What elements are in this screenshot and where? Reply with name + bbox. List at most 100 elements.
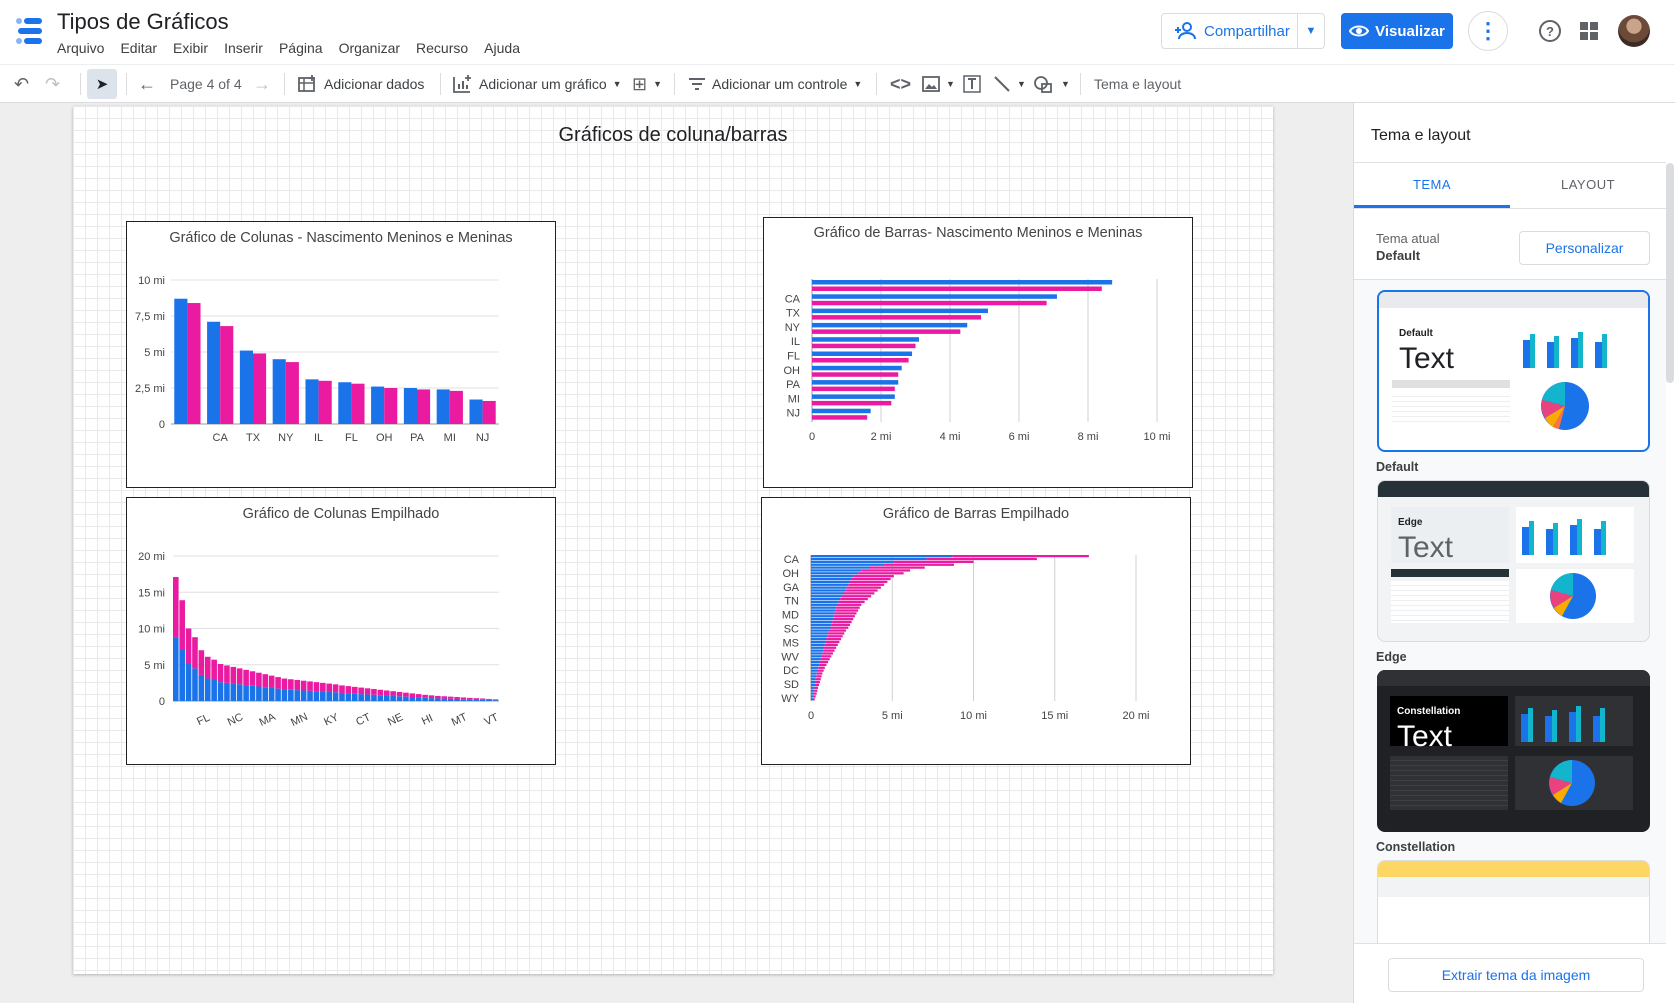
y-tick-label: SC (784, 624, 799, 636)
line-icon[interactable]: ▼ (993, 65, 1026, 103)
report-title[interactable]: Tipos de Gráficos (57, 9, 229, 34)
redo-icon[interactable]: ↷ (45, 73, 61, 94)
panel-scrollbar[interactable] (1666, 163, 1674, 383)
share-dropdown-icon[interactable]: ▼ (1305, 25, 1317, 37)
bar (173, 637, 179, 701)
theme-pie-preview-icon (1550, 573, 1596, 619)
panel-tabs: TEMA LAYOUT (1354, 162, 1666, 209)
bar (281, 689, 288, 701)
bar (390, 695, 396, 701)
bar (262, 674, 269, 688)
shape-icon[interactable]: ▼ (1033, 65, 1070, 103)
bar (300, 680, 307, 691)
theme-card-default[interactable]: Default Text (1377, 290, 1650, 452)
page-indicator[interactable]: Page 4 of 4 (170, 76, 242, 92)
y-tick-label: NJ (787, 408, 800, 420)
bar (224, 665, 230, 683)
menu-pagina[interactable]: Página (278, 40, 323, 56)
stacked-column-chart[interactable]: Gráfico de Colunas Empilhado 0 5 mi 10 mi 1… (126, 497, 556, 765)
bar (811, 632, 829, 635)
data-studio-logo-icon[interactable] (14, 16, 44, 46)
filter-icon (689, 78, 705, 90)
tab-tema[interactable]: TEMA (1354, 163, 1510, 208)
bar (812, 337, 919, 342)
chart-title: Gráfico de Barras Empilhado (882, 506, 1070, 522)
help-icon[interactable]: ? (1539, 20, 1561, 42)
theme-card-partial[interactable] (1377, 860, 1650, 959)
bar (811, 597, 841, 601)
menu-recurso[interactable]: Recurso (416, 40, 469, 56)
select-pointer-icon[interactable]: ➤ (87, 69, 117, 99)
bar (179, 600, 185, 650)
undo-icon[interactable]: ↶ (14, 73, 30, 94)
y-tick-label: TN (784, 596, 799, 608)
menu-arquivo[interactable]: Arquivo (57, 40, 105, 56)
page-title[interactable]: Gráficos de coluna/barras (558, 124, 788, 146)
tab-layout[interactable]: LAYOUT (1560, 177, 1616, 192)
bar (294, 690, 301, 701)
stacked-bar-chart[interactable]: Gráfico de Barras Empilhado 0 5 mi 10 mi 15… (761, 497, 1191, 765)
bar (307, 681, 313, 691)
share-button[interactable]: Compartilhar ▼ (1161, 13, 1325, 49)
bar (843, 592, 875, 595)
theme-bar-preview-icon (1522, 519, 1606, 555)
bar (454, 698, 460, 701)
theme-name-constellation: Constellation (1376, 840, 1456, 854)
bar (811, 575, 854, 578)
customize-button[interactable]: Personalizar (1519, 231, 1650, 265)
bar (469, 399, 483, 424)
bar (332, 692, 339, 701)
community-visualizations-icon[interactable]: ⊞ ▼ (632, 73, 663, 94)
menu-organizar[interactable]: Organizar (338, 40, 401, 56)
bar (811, 638, 827, 641)
bar (811, 660, 820, 664)
bar (339, 693, 345, 701)
avatar[interactable] (1618, 15, 1650, 47)
bar (479, 698, 486, 700)
bar (313, 691, 320, 701)
y-tick-label: NY (785, 322, 801, 334)
add-control-button[interactable]: Adicionar um controle ▼ (688, 65, 862, 103)
extract-theme-button[interactable]: Extrair tema da imagem (1388, 958, 1644, 992)
bar (256, 672, 262, 687)
bar (396, 691, 403, 697)
bar (812, 322, 968, 328)
menu-ajuda[interactable]: Ajuda (484, 40, 520, 56)
menu-exibir[interactable]: Exibir (173, 40, 209, 56)
add-chart-button[interactable]: Adicionar um gráfico ▼ (453, 65, 622, 103)
bar (811, 666, 819, 669)
add-data-button[interactable]: Adicionar dados (298, 65, 424, 103)
column-chart[interactable]: Gráfico de Colunas - Nascimento Meninos … (126, 221, 556, 488)
previous-page-icon[interactable]: ← (138, 73, 156, 94)
view-button[interactable]: Visualizar (1341, 13, 1453, 49)
text-box-icon[interactable] (963, 65, 981, 103)
theme-card-edge[interactable]: Edge Text (1377, 480, 1650, 642)
embed-code-icon[interactable]: <> (890, 73, 912, 94)
x-tick-label: CA (213, 432, 229, 444)
report-page[interactable]: Gráficos de coluna/barras Gráfico de Col… (73, 106, 1273, 974)
next-page-icon[interactable]: → (253, 73, 271, 94)
apps-grid-icon[interactable] (1580, 22, 1598, 40)
x-tick-label: MN (289, 711, 310, 729)
bar (345, 693, 352, 701)
bar (384, 388, 398, 424)
theme-card-constellation[interactable]: Constellation Text (1377, 670, 1650, 832)
bar (243, 669, 249, 686)
x-tick-label: 6 mi (1009, 431, 1030, 443)
bar (811, 589, 846, 592)
bar-chart[interactable]: Gráfico de Barras- Nascimento Meninos e … (763, 217, 1193, 488)
bar (204, 656, 211, 679)
theme-layout-button[interactable]: Tema e layout (1094, 76, 1182, 92)
x-tick-label: NE (386, 711, 405, 728)
menu-inserir[interactable]: Inserir (224, 40, 263, 56)
bar (268, 675, 275, 688)
bar (447, 696, 454, 699)
bar (811, 569, 862, 572)
bar (409, 693, 416, 698)
bar (338, 382, 352, 424)
menu-editar[interactable]: Editar (120, 40, 158, 56)
more-options-icon[interactable]: ⋮ (1468, 11, 1508, 51)
image-icon[interactable]: ▼ (922, 65, 955, 103)
bar (249, 685, 256, 701)
x-tick-label: TX (246, 432, 261, 444)
